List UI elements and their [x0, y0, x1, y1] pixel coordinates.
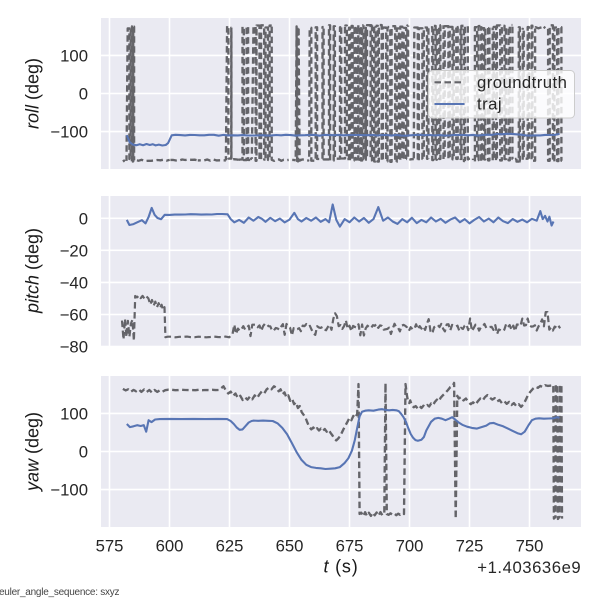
svg-text:725: 725 [456, 537, 484, 556]
svg-text:0: 0 [79, 209, 88, 228]
svg-text:−60: −60 [60, 306, 88, 325]
svg-text:−80: −80 [60, 338, 88, 357]
svg-text:−40: −40 [60, 274, 88, 293]
svg-text:+1.403636e9: +1.403636e9 [477, 558, 581, 577]
svg-text:yaw (deg): yaw (deg) [23, 412, 43, 493]
svg-text:100: 100 [60, 47, 88, 66]
svg-text:−20: −20 [60, 241, 88, 260]
svg-text:euler_angle_sequence: sxyz: euler_angle_sequence: sxyz [0, 587, 120, 598]
svg-text:pitch (deg): pitch (deg) [23, 228, 43, 314]
svg-text:625: 625 [216, 537, 244, 556]
svg-text:traj: traj [477, 95, 502, 114]
svg-text:600: 600 [156, 537, 184, 556]
svg-text:0: 0 [79, 443, 88, 462]
svg-text:675: 675 [336, 537, 364, 556]
svg-text:750: 750 [516, 537, 544, 556]
svg-text:−100: −100 [50, 481, 88, 500]
svg-text:0: 0 [79, 85, 88, 104]
svg-text:650: 650 [276, 537, 304, 556]
svg-text:roll (deg): roll (deg) [23, 58, 43, 129]
svg-text:t (s): t (s) [323, 557, 358, 577]
svg-text:700: 700 [396, 537, 424, 556]
svg-text:575: 575 [96, 537, 124, 556]
svg-text:groundtruth: groundtruth [477, 73, 567, 92]
svg-text:−100: −100 [50, 123, 88, 142]
svg-text:100: 100 [60, 405, 88, 424]
